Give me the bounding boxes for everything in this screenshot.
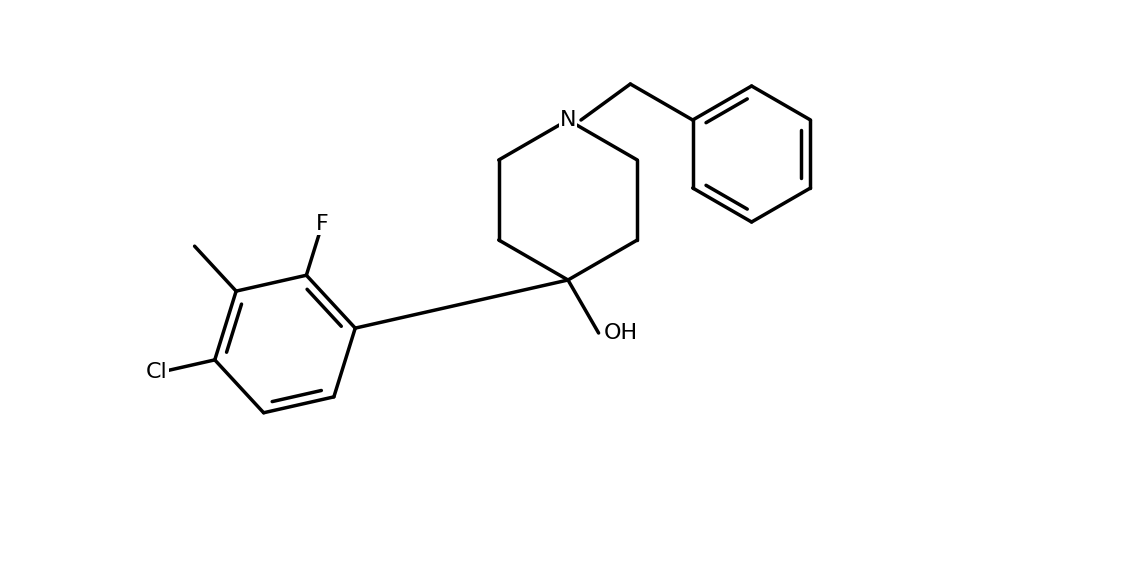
- Text: Cl: Cl: [147, 362, 168, 382]
- Text: F: F: [316, 214, 328, 233]
- Text: N: N: [560, 110, 576, 130]
- Text: OH: OH: [603, 323, 637, 343]
